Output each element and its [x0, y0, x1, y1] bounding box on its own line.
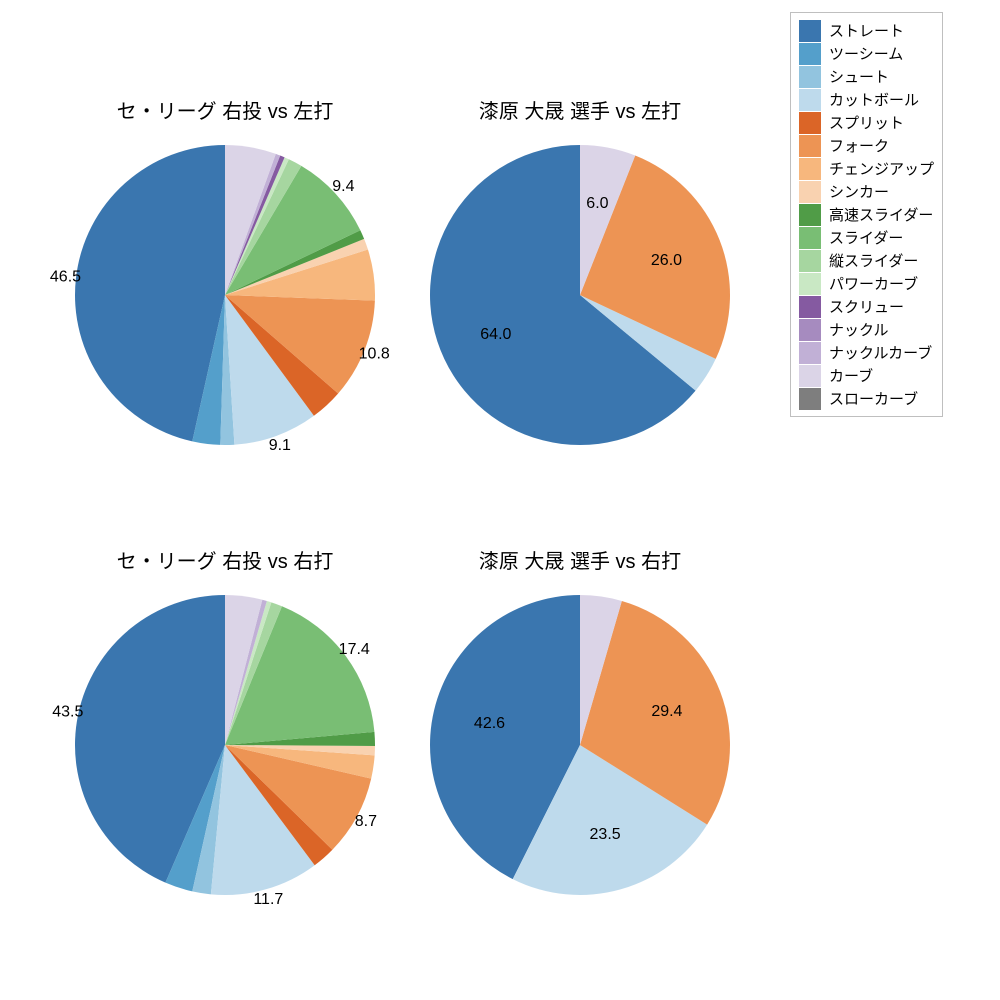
- legend-item: チェンジアップ: [799, 157, 934, 180]
- legend-item: ツーシーム: [799, 42, 934, 65]
- pie-chart-player-right: 42.6 23.5 29.4: [370, 535, 790, 955]
- slice-label: 6.0: [586, 195, 608, 212]
- legend-swatch: [799, 388, 821, 410]
- legend-item: パワーカーブ: [799, 272, 934, 295]
- legend-label: ストレート: [829, 20, 904, 41]
- legend-label: フォーク: [829, 135, 889, 156]
- legend-swatch: [799, 204, 821, 226]
- legend-item: スローカーブ: [799, 387, 934, 410]
- slice-label: 9.4: [332, 178, 354, 195]
- legend-label: チェンジアップ: [829, 158, 934, 179]
- legend-swatch: [799, 319, 821, 341]
- legend-item: ナックル: [799, 318, 934, 341]
- legend-swatch: [799, 273, 821, 295]
- legend-label: シンカー: [829, 181, 889, 202]
- legend-swatch: [799, 89, 821, 111]
- slice-label: 9.1: [269, 437, 291, 454]
- legend-label: スクリュー: [829, 296, 904, 317]
- legend-item: カーブ: [799, 364, 934, 387]
- legend-swatch: [799, 296, 821, 318]
- slice-label: 17.4: [339, 641, 370, 658]
- legend-item: シュート: [799, 65, 934, 88]
- legend-item: シンカー: [799, 180, 934, 203]
- legend-label: 高速スライダー: [829, 204, 933, 225]
- slice-label: 23.5: [590, 826, 621, 843]
- legend-label: ツーシーム: [829, 43, 903, 64]
- legend-swatch: [799, 43, 821, 65]
- legend-item: スクリュー: [799, 295, 934, 318]
- legend-swatch: [799, 158, 821, 180]
- legend-item: 縦スライダー: [799, 249, 934, 272]
- legend-swatch: [799, 135, 821, 157]
- legend-swatch: [799, 365, 821, 387]
- legend-item: スライダー: [799, 226, 934, 249]
- legend: ストレートツーシームシュートカットボールスプリットフォークチェンジアップシンカー…: [790, 12, 943, 417]
- legend-label: スライダー: [829, 227, 903, 248]
- legend-item: スプリット: [799, 111, 934, 134]
- legend-label: カットボール: [829, 89, 919, 110]
- slice-label: 46.5: [50, 269, 81, 286]
- legend-label: カーブ: [829, 365, 873, 386]
- legend-item: ナックルカーブ: [799, 341, 934, 364]
- legend-swatch: [799, 66, 821, 88]
- legend-item: フォーク: [799, 134, 934, 157]
- legend-label: シュート: [829, 66, 889, 87]
- slice-label: 26.0: [651, 252, 682, 269]
- slice-label: 42.6: [474, 715, 505, 732]
- legend-swatch: [799, 342, 821, 364]
- legend-label: スプリット: [829, 112, 904, 133]
- legend-label: 縦スライダー: [829, 250, 918, 271]
- legend-item: カットボール: [799, 88, 934, 111]
- slice-label: 64.0: [480, 326, 511, 343]
- legend-swatch: [799, 250, 821, 272]
- legend-item: 高速スライダー: [799, 203, 934, 226]
- pie-chart-player-left: 64.0 26.0 6.0: [370, 85, 790, 505]
- legend-swatch: [799, 112, 821, 134]
- legend-swatch: [799, 181, 821, 203]
- figure: セ・リーグ 右投 vs 左打 漆原 大晟 選手 vs 左打 セ・リーグ 右投 v…: [0, 0, 1000, 1000]
- legend-item: ストレート: [799, 19, 934, 42]
- slice-label: 11.7: [253, 891, 283, 908]
- slice-label: 29.4: [651, 703, 682, 720]
- legend-swatch: [799, 227, 821, 249]
- legend-swatch: [799, 20, 821, 42]
- legend-label: ナックルカーブ: [829, 342, 932, 363]
- legend-label: スローカーブ: [829, 388, 918, 409]
- slice-label: 43.5: [52, 704, 83, 721]
- legend-label: パワーカーブ: [829, 273, 918, 294]
- legend-label: ナックル: [829, 319, 889, 340]
